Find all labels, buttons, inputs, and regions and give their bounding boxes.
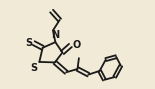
Text: S: S [25, 38, 32, 48]
Text: S: S [30, 63, 38, 73]
Text: O: O [72, 40, 80, 50]
Text: N: N [51, 30, 59, 40]
